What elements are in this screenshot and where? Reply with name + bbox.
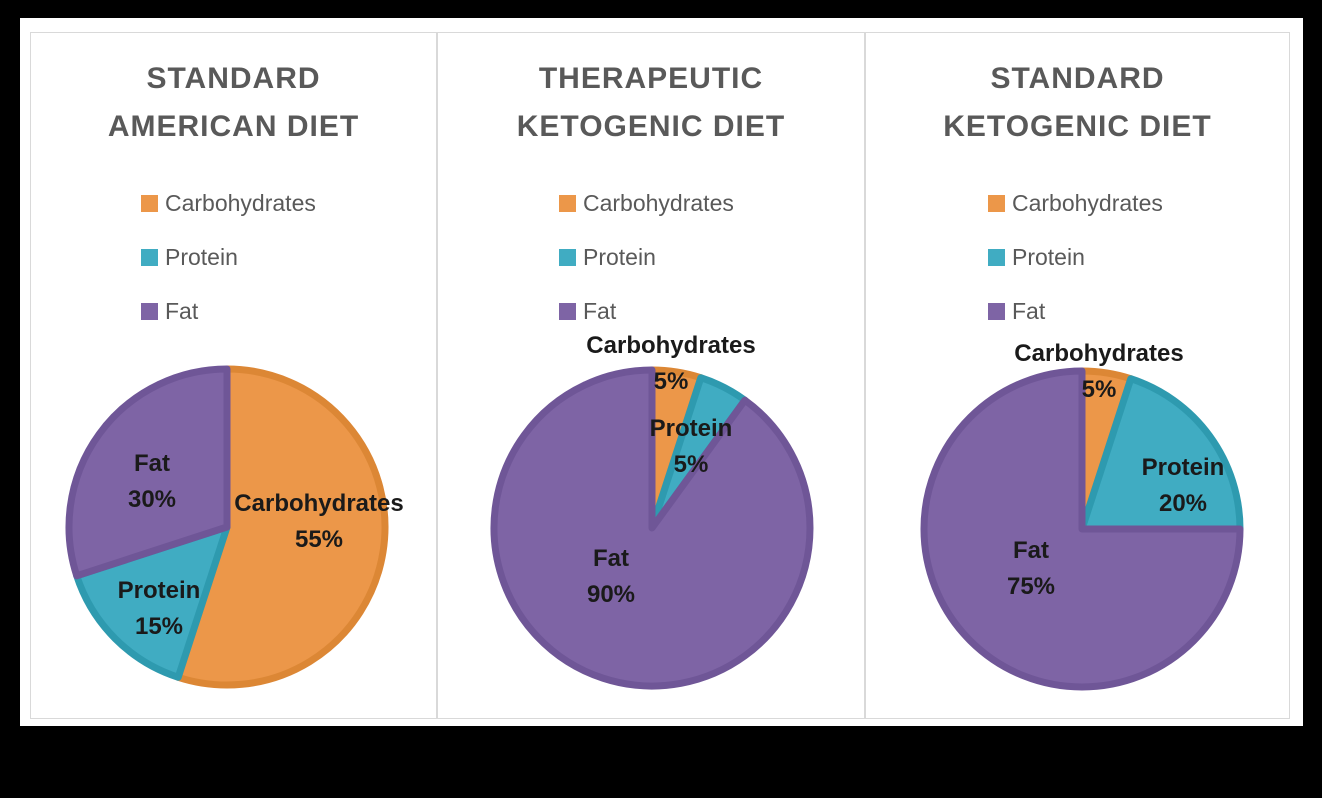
legend-item-carbohydrates: Carbohydrates	[988, 176, 1163, 230]
slice-label-fat: Fat 75%	[1006, 537, 1056, 600]
legend-label-carbohydrates: Carbohydrates	[1012, 189, 1163, 216]
slice-label-protein: Protein 20%	[1141, 454, 1225, 517]
legend-label-protein: Protein	[1012, 243, 1085, 270]
chart-title: STANDARD AMERICAN DIET	[31, 33, 436, 151]
carbohydrates-swatch-icon	[559, 194, 576, 212]
slice-label-protein: Protein 5%	[649, 415, 733, 478]
slice-label-carbohydrates: Carbohydrates 5%	[1014, 340, 1184, 403]
chart-title-line-1: STANDARD	[990, 62, 1165, 95]
chart-title-line-2: KETOGENIC DIET	[516, 110, 786, 143]
legend-label-fat: Fat	[1012, 297, 1046, 324]
fat-swatch-icon	[141, 302, 158, 320]
legend: Carbohydrates Protein Fat	[559, 176, 734, 338]
slice-label-fat: Fat 30%	[127, 450, 177, 513]
legend: Carbohydrates Protein Fat	[988, 176, 1163, 338]
legend-label-carbohydrates: Carbohydrates	[165, 189, 316, 216]
slice-label-protein: Protein 15%	[117, 577, 201, 640]
pie-chart-standard-american-diet	[65, 365, 389, 689]
legend-item-carbohydrates: Carbohydrates	[559, 176, 734, 230]
panel-standard-ketogenic-diet: STANDARD KETOGENIC DIET Carbohydrates Pr…	[865, 32, 1290, 719]
pie-slice-fat	[490, 366, 814, 690]
legend-label-fat: Fat	[583, 297, 617, 324]
protein-swatch-icon	[988, 248, 1005, 266]
chart-title-line-1: STANDARD	[146, 62, 321, 95]
slice-label-fat: Fat 90%	[586, 545, 636, 608]
panel-standard-american-diet: STANDARD AMERICAN DIET Carbohydrates Pro…	[30, 32, 437, 719]
chart-title: STANDARD KETOGENIC DIET	[866, 33, 1289, 151]
legend-label-protein: Protein	[165, 243, 238, 270]
chart-title-line-1: THERAPEUTIC	[538, 62, 764, 95]
pie-slice-fat	[65, 365, 231, 580]
legend-item-protein: Protein	[988, 230, 1163, 284]
legend-item-protein: Protein	[141, 230, 316, 284]
legend-item-carbohydrates: Carbohydrates	[141, 176, 316, 230]
pie-slice-fat	[920, 367, 1244, 691]
carbohydrates-swatch-icon	[988, 194, 1005, 212]
panel-therapeutic-ketogenic-diet: THERAPEUTIC KETOGENIC DIET Carbohydrates…	[437, 32, 865, 719]
pie-chart-standard-ketogenic-diet	[920, 367, 1244, 691]
fat-swatch-icon	[988, 302, 1005, 320]
legend-label-protein: Protein	[583, 243, 656, 270]
legend-item-fat: Fat	[988, 284, 1163, 338]
legend-item-fat: Fat	[559, 284, 734, 338]
legend-label-carbohydrates: Carbohydrates	[583, 189, 734, 216]
legend-label-fat: Fat	[165, 297, 199, 324]
pie-slice-protein	[1078, 375, 1244, 533]
slice-label-carbohydrates: Carbohydrates 5%	[586, 332, 756, 395]
chart-title-line-2: KETOGENIC DIET	[943, 110, 1212, 143]
carbohydrates-swatch-icon	[141, 194, 158, 212]
legend-item-protein: Protein	[559, 230, 734, 284]
protein-swatch-icon	[559, 248, 576, 266]
pie-chart-therapeutic-ketogenic-diet	[490, 366, 814, 690]
slice-label-carbohydrates: Carbohydrates 55%	[234, 490, 404, 553]
fat-swatch-icon	[559, 302, 576, 320]
chart-title: THERAPEUTIC KETOGENIC DIET	[438, 33, 864, 151]
protein-swatch-icon	[141, 248, 158, 266]
chart-title-line-2: AMERICAN DIET	[107, 110, 360, 143]
legend-item-fat: Fat	[141, 284, 316, 338]
legend: Carbohydrates Protein Fat	[141, 176, 316, 338]
